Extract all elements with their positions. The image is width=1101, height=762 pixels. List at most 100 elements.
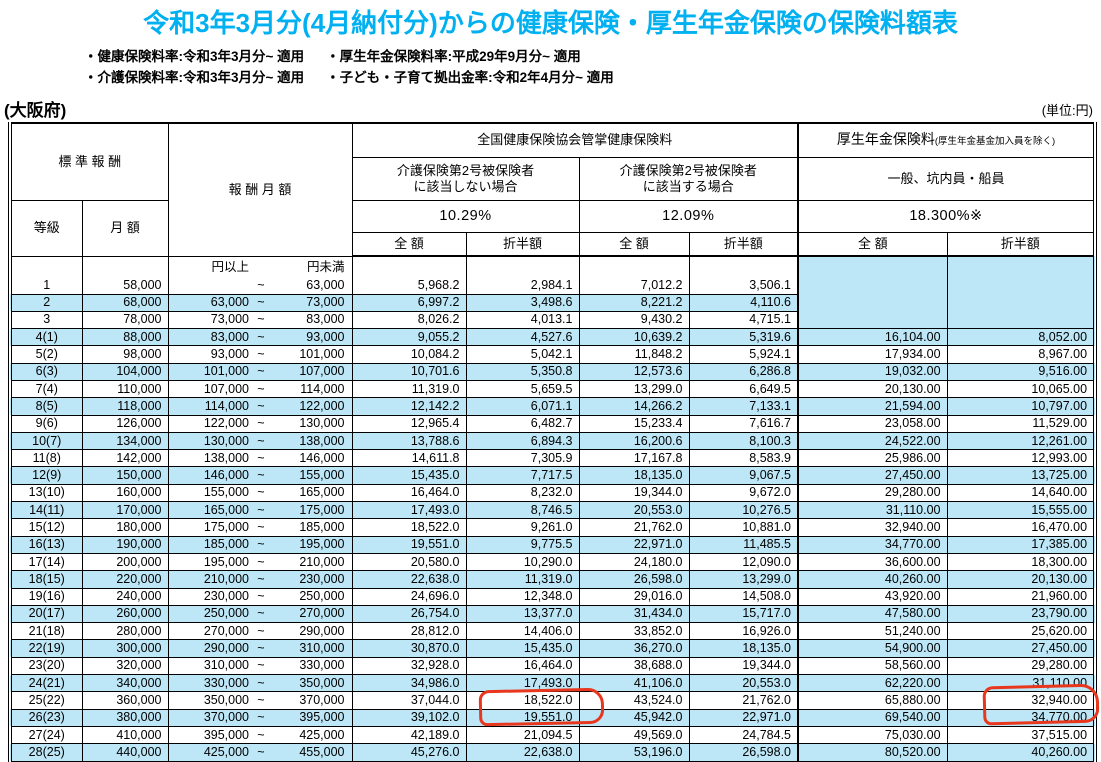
- monthly-amount-cell: 200,000: [81, 552, 169, 572]
- table-row: 12(9) 150,000 146,000 ~155,000 15,435.0 7,717…: [9, 466, 1096, 485]
- range-high: 138,000: [299, 433, 345, 448]
- health-care-full-cell: 49,569.0: [578, 725, 690, 745]
- range-high: 290,000: [299, 623, 345, 638]
- health-nocare-half-cell: 5,659.5: [465, 379, 580, 399]
- yen-or-more-label: 円以上: [211, 259, 250, 274]
- range-tilde: ~: [257, 571, 265, 586]
- grade-cell: 6(3): [9, 362, 83, 381]
- health-care-half-cell: 7,133.1: [688, 397, 799, 416]
- health-nocare-full-cell: 12,142.2: [351, 397, 467, 416]
- range-low: 175,000: [203, 520, 250, 534]
- pension-full-cell: [797, 255, 948, 330]
- range-tilde: ~: [257, 468, 265, 483]
- health-care-half-cell: 7,616.7: [688, 414, 799, 433]
- health-care-half-cell: 4,110.6: [688, 293, 799, 312]
- pension-group-note: (厚生年金基金加入員を除く): [934, 135, 1056, 147]
- grade-cell: 24(21): [9, 674, 83, 693]
- range-low: 83,000: [210, 329, 250, 344]
- health-care-half-cell: 14,508.0: [688, 587, 799, 606]
- range-tilde: ~: [257, 589, 265, 604]
- nocare-rate-header: 10.29%: [351, 199, 580, 233]
- range-tilde: ~: [257, 295, 265, 310]
- pension-full-cell: 23,058.00: [797, 414, 948, 433]
- pension-half-cell: 20,130.00: [946, 570, 1096, 589]
- health-care-half-cell: 20,553.0: [688, 674, 799, 693]
- grade-cell: 22(19): [9, 639, 83, 658]
- table-row: 2 68,000 63,000 ~73,000 6,997.2 3,498.6 8,221.…: [9, 293, 1095, 312]
- page-title: 令和3年3月分(4月納付分)からの健康保険・厚生年金保険の保険料額表: [143, 8, 958, 38]
- care-case-header: 介護保険第2号被保険者 に該当する場合: [578, 156, 799, 201]
- table-row: 19(16) 240,000 230,000 ~250,000 24,696.0 12,3…: [9, 587, 1096, 606]
- health-nocare-full-cell: 8,026.2: [351, 310, 467, 330]
- pension-half-cell: 13,725.00: [946, 466, 1096, 485]
- nocare-case-header: 介護保険第2号被保険者 に該当しない場合: [351, 156, 580, 201]
- rate-notes-left: ・健康保険料率:令和3年3月分~ 適用 ・介護保険料率:令和3年3月分~ 適用: [84, 46, 304, 88]
- pension-full-cell: 75,030.00: [797, 725, 948, 745]
- range-high: 130,000: [299, 416, 345, 431]
- pension-half-cell: 11,529.00: [946, 414, 1096, 433]
- pension-full-cell: 32,940.00: [797, 518, 948, 537]
- range-low: 185,000: [203, 537, 250, 552]
- table-row: 1 58,000 円以上 円未満 ~63,000 5,968.2 2,984.1 7,012.…: [9, 255, 1096, 330]
- health-nocare-half-cell: 15,435.0: [465, 639, 580, 658]
- range-low: 370,000: [203, 710, 250, 725]
- health-nocare-half-cell: 7,305.9: [465, 449, 580, 468]
- health-nocare-full-cell: 22,638.0: [351, 570, 467, 589]
- note-child-rate: ・子ども・子育て拠出金率:令和2年4月分~ 適用: [326, 70, 614, 85]
- range-tilde: ~: [257, 364, 265, 379]
- monthly-amount-cell: 300,000: [81, 639, 169, 658]
- health-care-half-cell: 9,067.5: [688, 466, 799, 485]
- health-nocare-full-cell: 34,986.0: [351, 674, 467, 693]
- table-row: 9(6) 126,000 122,000 ~130,000 12,965.4 6,482.…: [9, 414, 1096, 433]
- table-row: 8(5) 118,000 114,000 ~122,000 12,142.2 6,071.…: [9, 397, 1096, 416]
- reward-range-cell: 130,000 ~138,000: [167, 431, 353, 451]
- grade-cell: 20(17): [9, 604, 83, 624]
- header-row-cases: 介護保険第2号被保険者 に該当しない場合 介護保険第2号被保険者 に該当する場合…: [10, 156, 1096, 201]
- range-high: 122,000: [299, 398, 345, 413]
- health-care-half-cell: 16,926.0: [688, 622, 799, 641]
- monthly-reward-header: 報 酬 月 額: [167, 122, 353, 257]
- health-care-half-cell: 24,784.5: [688, 725, 799, 745]
- range-low: 250,000: [203, 606, 250, 621]
- range-low: 146,000: [203, 468, 250, 483]
- reward-range-cell: 310,000 ~330,000: [167, 656, 353, 676]
- half-amount-header: 折半額: [465, 231, 580, 257]
- health-insurance-group-header: 全国健康保険協会管掌健康保険料: [351, 122, 799, 158]
- table-row: 5(2) 98,000 93,000 ~101,000 10,084.2 5,042.1 1…: [9, 345, 1096, 364]
- grade-cell: 12(9): [9, 466, 83, 485]
- health-nocare-half-cell: 5,042.1: [465, 345, 580, 364]
- range-high: 175,000: [299, 502, 345, 517]
- range-tilde: ~: [257, 537, 265, 552]
- meta-row: (大阪府) (単位:円): [0, 96, 1101, 122]
- grade-cell: 4(1): [9, 328, 83, 347]
- health-care-full-cell: 9,430.2: [578, 310, 690, 330]
- monthly-amount-cell: 118,000: [81, 397, 169, 416]
- range-tilde: ~: [257, 606, 265, 621]
- range-tilde: ~: [257, 692, 265, 707]
- table-row: 7(4) 110,000 107,000 ~114,000 11,319.0 5,659.…: [9, 379, 1096, 399]
- grade-cell: 26(23): [9, 708, 83, 727]
- full-amount-header: 全 額: [351, 231, 467, 257]
- grade-cell: 18(15): [9, 570, 83, 589]
- reward-range-cell: 146,000 ~155,000: [167, 466, 353, 485]
- full-amount-header: 全 額: [797, 231, 948, 257]
- pension-full-cell: 36,600.00: [797, 552, 948, 572]
- pension-half-cell: 9,516.00: [946, 362, 1096, 381]
- health-nocare-half-cell: 11,319.0: [465, 570, 580, 589]
- reward-range-cell: 138,000 ~146,000: [167, 449, 353, 468]
- range-high: 350,000: [299, 675, 345, 690]
- health-nocare-full-cell: 11,319.0: [351, 379, 467, 399]
- health-nocare-full-cell: 37,044.0: [351, 691, 467, 710]
- pension-half-cell: 10,065.00: [946, 379, 1096, 399]
- pension-half-cell: 8,967.00: [946, 345, 1096, 364]
- health-care-half-cell: 3,506.1: [688, 255, 799, 295]
- health-nocare-full-cell: 45,276.0: [351, 743, 467, 762]
- pension-full-cell: 51,240.00: [797, 622, 948, 641]
- range-low: 230,000: [203, 589, 250, 604]
- range-high: 395,000: [299, 710, 345, 725]
- pension-full-cell: 80,520.00: [797, 743, 948, 762]
- range-tilde: ~: [257, 277, 265, 292]
- range-low: 155,000: [203, 485, 250, 500]
- range-tilde: ~: [257, 329, 265, 344]
- health-care-full-cell: 18,135.0: [578, 466, 690, 485]
